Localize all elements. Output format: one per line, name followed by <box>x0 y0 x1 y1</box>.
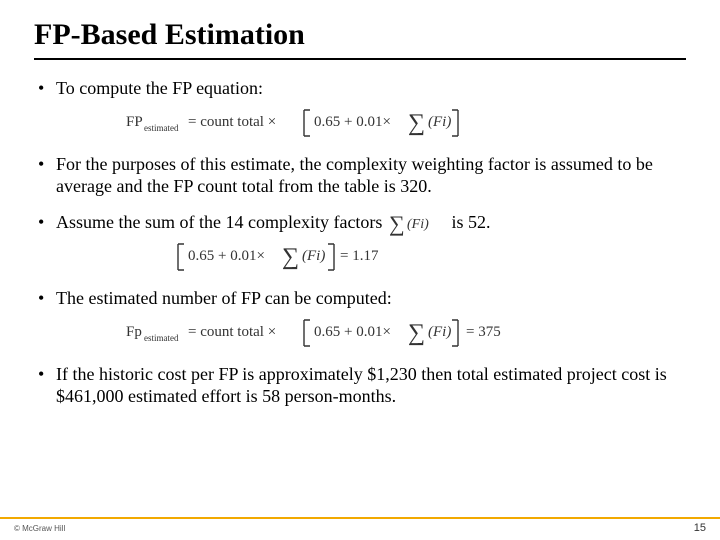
eq-count-total: = count total × <box>188 114 276 130</box>
eq-fi: (Fi) <box>428 324 451 340</box>
bullet-text-post: is 52. <box>451 212 490 232</box>
equation-sigma-fi-inline: ∑ (Fi) <box>389 212 445 236</box>
eq-bracket-expr: 0.65 + 0.01× <box>314 114 391 130</box>
bullet-item: For the purposes of this estimate, the c… <box>36 154 686 198</box>
bullet-item: If the historic cost per FP is approxima… <box>36 364 686 408</box>
sigma-icon: ∑ <box>282 244 299 270</box>
equation-fp-definition: FP estimated = count total × 0.65 + 0.01… <box>126 106 686 140</box>
bullet-text: If the historic cost per FP is approxima… <box>56 364 667 406</box>
eq-fi: (Fi) <box>302 248 325 264</box>
eq-bracket-expr: 0.65 + 0.01× <box>314 324 391 340</box>
bullet-list: To compute the FP equation: FP estimated… <box>34 78 686 408</box>
eq-fp-sub: estimated <box>144 123 179 133</box>
slide-footer: © McGraw Hill 15 <box>0 517 720 540</box>
sigma-icon: ∑ <box>408 110 425 136</box>
slide-container: FP-Based Estimation To compute the FP eq… <box>0 0 720 540</box>
eq-result-117: = 1.17 <box>340 248 379 264</box>
eq-fi: (Fi) <box>407 217 429 232</box>
footer-rule <box>0 517 720 519</box>
eq-fp-label: FP <box>126 114 143 130</box>
slide-title: FP-Based Estimation <box>34 18 686 52</box>
equation-117: 0.65 + 0.01× ∑ (Fi) = 1.17 <box>176 240 686 274</box>
eq-fp-sub: estimated <box>144 333 179 343</box>
bullet-item: Assume the sum of the 14 complexity fact… <box>36 212 686 274</box>
equation-fp-375: Fp estimated = count total × 0.65 + 0.01… <box>126 316 686 350</box>
bullet-text: The estimated number of FP can be comput… <box>56 288 392 308</box>
sigma-icon: ∑ <box>408 320 425 346</box>
page-number: 15 <box>694 522 706 534</box>
bullet-item: The estimated number of FP can be comput… <box>36 288 686 350</box>
eq-bracket-expr: 0.65 + 0.01× <box>188 248 265 264</box>
bullet-text: To compute the FP equation: <box>56 78 263 98</box>
copyright-text: © McGraw Hill <box>14 524 65 533</box>
bullet-item: To compute the FP equation: FP estimated… <box>36 78 686 140</box>
eq-count-total: = count total × <box>188 324 276 340</box>
eq-result-375: = 375 <box>466 324 501 340</box>
title-underline <box>34 58 686 60</box>
bullet-text-pre: Assume the sum of the 14 complexity fact… <box>56 212 382 232</box>
sigma-icon: ∑ <box>389 212 405 236</box>
bullet-text: For the purposes of this estimate, the c… <box>56 154 653 196</box>
eq-fi: (Fi) <box>428 114 451 130</box>
eq-fp-label2: Fp <box>126 324 142 340</box>
